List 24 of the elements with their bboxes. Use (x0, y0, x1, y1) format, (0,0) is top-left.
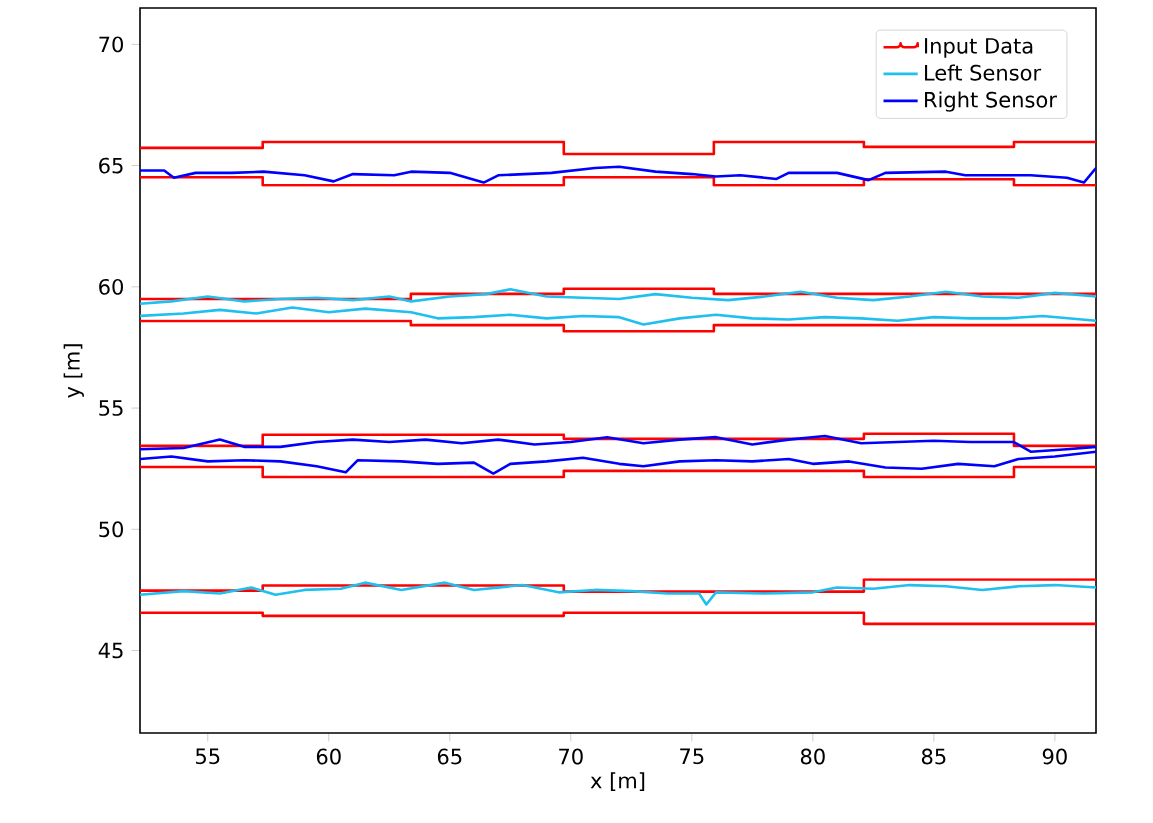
x-tick-label: 65 (437, 748, 462, 765)
line-series (140, 450, 1097, 475)
x-tick-label: 85 (921, 748, 946, 765)
legend-label: Input Data (925, 38, 1033, 58)
x-tick-label: 55 (196, 748, 220, 765)
y-tick-label: 45 (98, 642, 123, 659)
line-series (140, 434, 1097, 454)
y-tick-label: 55 (99, 400, 123, 416)
line-series (140, 306, 1097, 326)
x-tick-label: 80 (800, 748, 825, 765)
x-tick-label: 90 (1042, 748, 1067, 765)
x-tick-label: 75 (680, 748, 704, 765)
x-tick-label: 70 (559, 748, 583, 765)
y-tick-label: 50 (99, 521, 123, 538)
y-tick-label: 65 (99, 157, 123, 174)
x-tick-label: 60 (316, 748, 341, 765)
legend-label: Left Sensor (925, 64, 1042, 81)
line-series (140, 287, 1097, 306)
y-tick-label: 60 (99, 278, 123, 295)
y-tick-label: 70 (99, 36, 123, 53)
x-axis-title: x [m] (590, 772, 645, 791)
legend-label: Right Sensor (925, 91, 1057, 112)
y-axis-title: y [m] (63, 344, 84, 398)
line-series (140, 581, 1097, 606)
